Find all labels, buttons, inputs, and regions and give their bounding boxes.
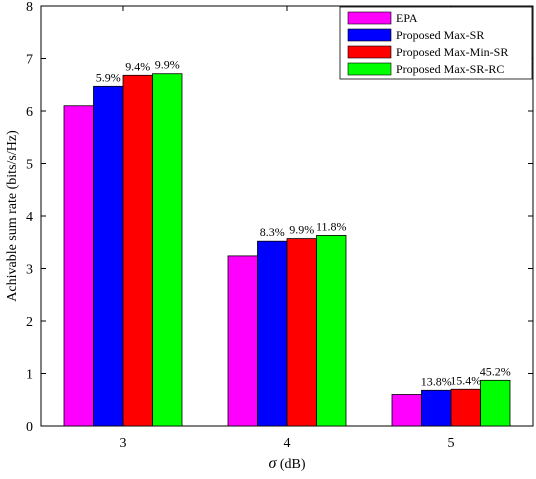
x-tick-label: 5 <box>448 436 455 451</box>
legend-swatch <box>347 28 392 42</box>
y-tick-label: 5 <box>26 158 33 173</box>
legend-label: Proposed Max-Min-SR <box>396 45 508 59</box>
bar-proposed-max-sr-rc-5 <box>480 379 511 427</box>
data-label: 5.9% <box>96 70 121 84</box>
bar-proposed-max-sr-5 <box>421 389 452 427</box>
y-tick-label: 0 <box>26 420 33 435</box>
bar-proposed-max-sr-rc-3 <box>152 73 183 427</box>
bar-epa-5 <box>391 394 422 427</box>
data-label: 15.4% <box>450 373 481 387</box>
x-axis-unit: (dB) <box>276 457 306 472</box>
legend: EPA Proposed Max-SR Proposed Max-Min-SR Pro… <box>339 6 533 80</box>
x-tick-label: 3 <box>120 436 127 451</box>
legend-swatch <box>347 45 392 59</box>
bar-proposed-max-sr-4 <box>257 240 288 427</box>
x-tick-label: 4 <box>284 436 291 451</box>
data-label: 13.8% <box>421 374 452 388</box>
data-label: 9.9% <box>155 58 180 72</box>
y-axis-label: Achivable sum rate (bits/s/Hz) <box>5 130 20 302</box>
y-tick-label: 4 <box>26 210 33 225</box>
bar-epa-3 <box>63 105 94 427</box>
data-label: 9.4% <box>125 59 150 73</box>
bar-proposed-max-min-sr-5 <box>450 388 481 427</box>
bar-proposed-max-min-sr-4 <box>286 238 317 427</box>
y-tick-label: 7 <box>26 53 33 68</box>
bar-proposed-max-sr-rc-4 <box>316 235 347 427</box>
data-labels-group: 5.9%9.4% 9.9%8.3% 9.9% 11.8%13.8%15.4%45.2% <box>96 58 511 389</box>
y-tick-label: 2 <box>26 315 33 330</box>
y-tick-label: 3 <box>26 263 33 278</box>
y-tick-label: 6 <box>26 105 33 120</box>
legend-swatch <box>347 62 392 76</box>
legend-label: Proposed Max-SR-RC <box>396 62 504 76</box>
legend-swatch <box>347 11 392 25</box>
y-tick-label: 8 <box>26 0 33 15</box>
x-axis-symbol: σ <box>268 455 277 472</box>
data-label: 45.2% <box>480 364 511 378</box>
bar-proposed-max-min-sr-3 <box>122 74 153 427</box>
bar-epa-4 <box>227 255 258 427</box>
y-tick-label: 1 <box>26 368 33 383</box>
data-label: 11.8% <box>316 219 347 233</box>
data-label: 9.9% <box>289 223 314 237</box>
data-label: 8.3% <box>260 225 285 239</box>
legend-label: EPA <box>396 11 418 25</box>
bars-group <box>63 73 511 427</box>
x-axis-label: σ (dB) <box>268 455 305 472</box>
bar-proposed-max-sr-3 <box>93 85 124 427</box>
legend-label: Proposed Max-SR <box>396 28 484 42</box>
